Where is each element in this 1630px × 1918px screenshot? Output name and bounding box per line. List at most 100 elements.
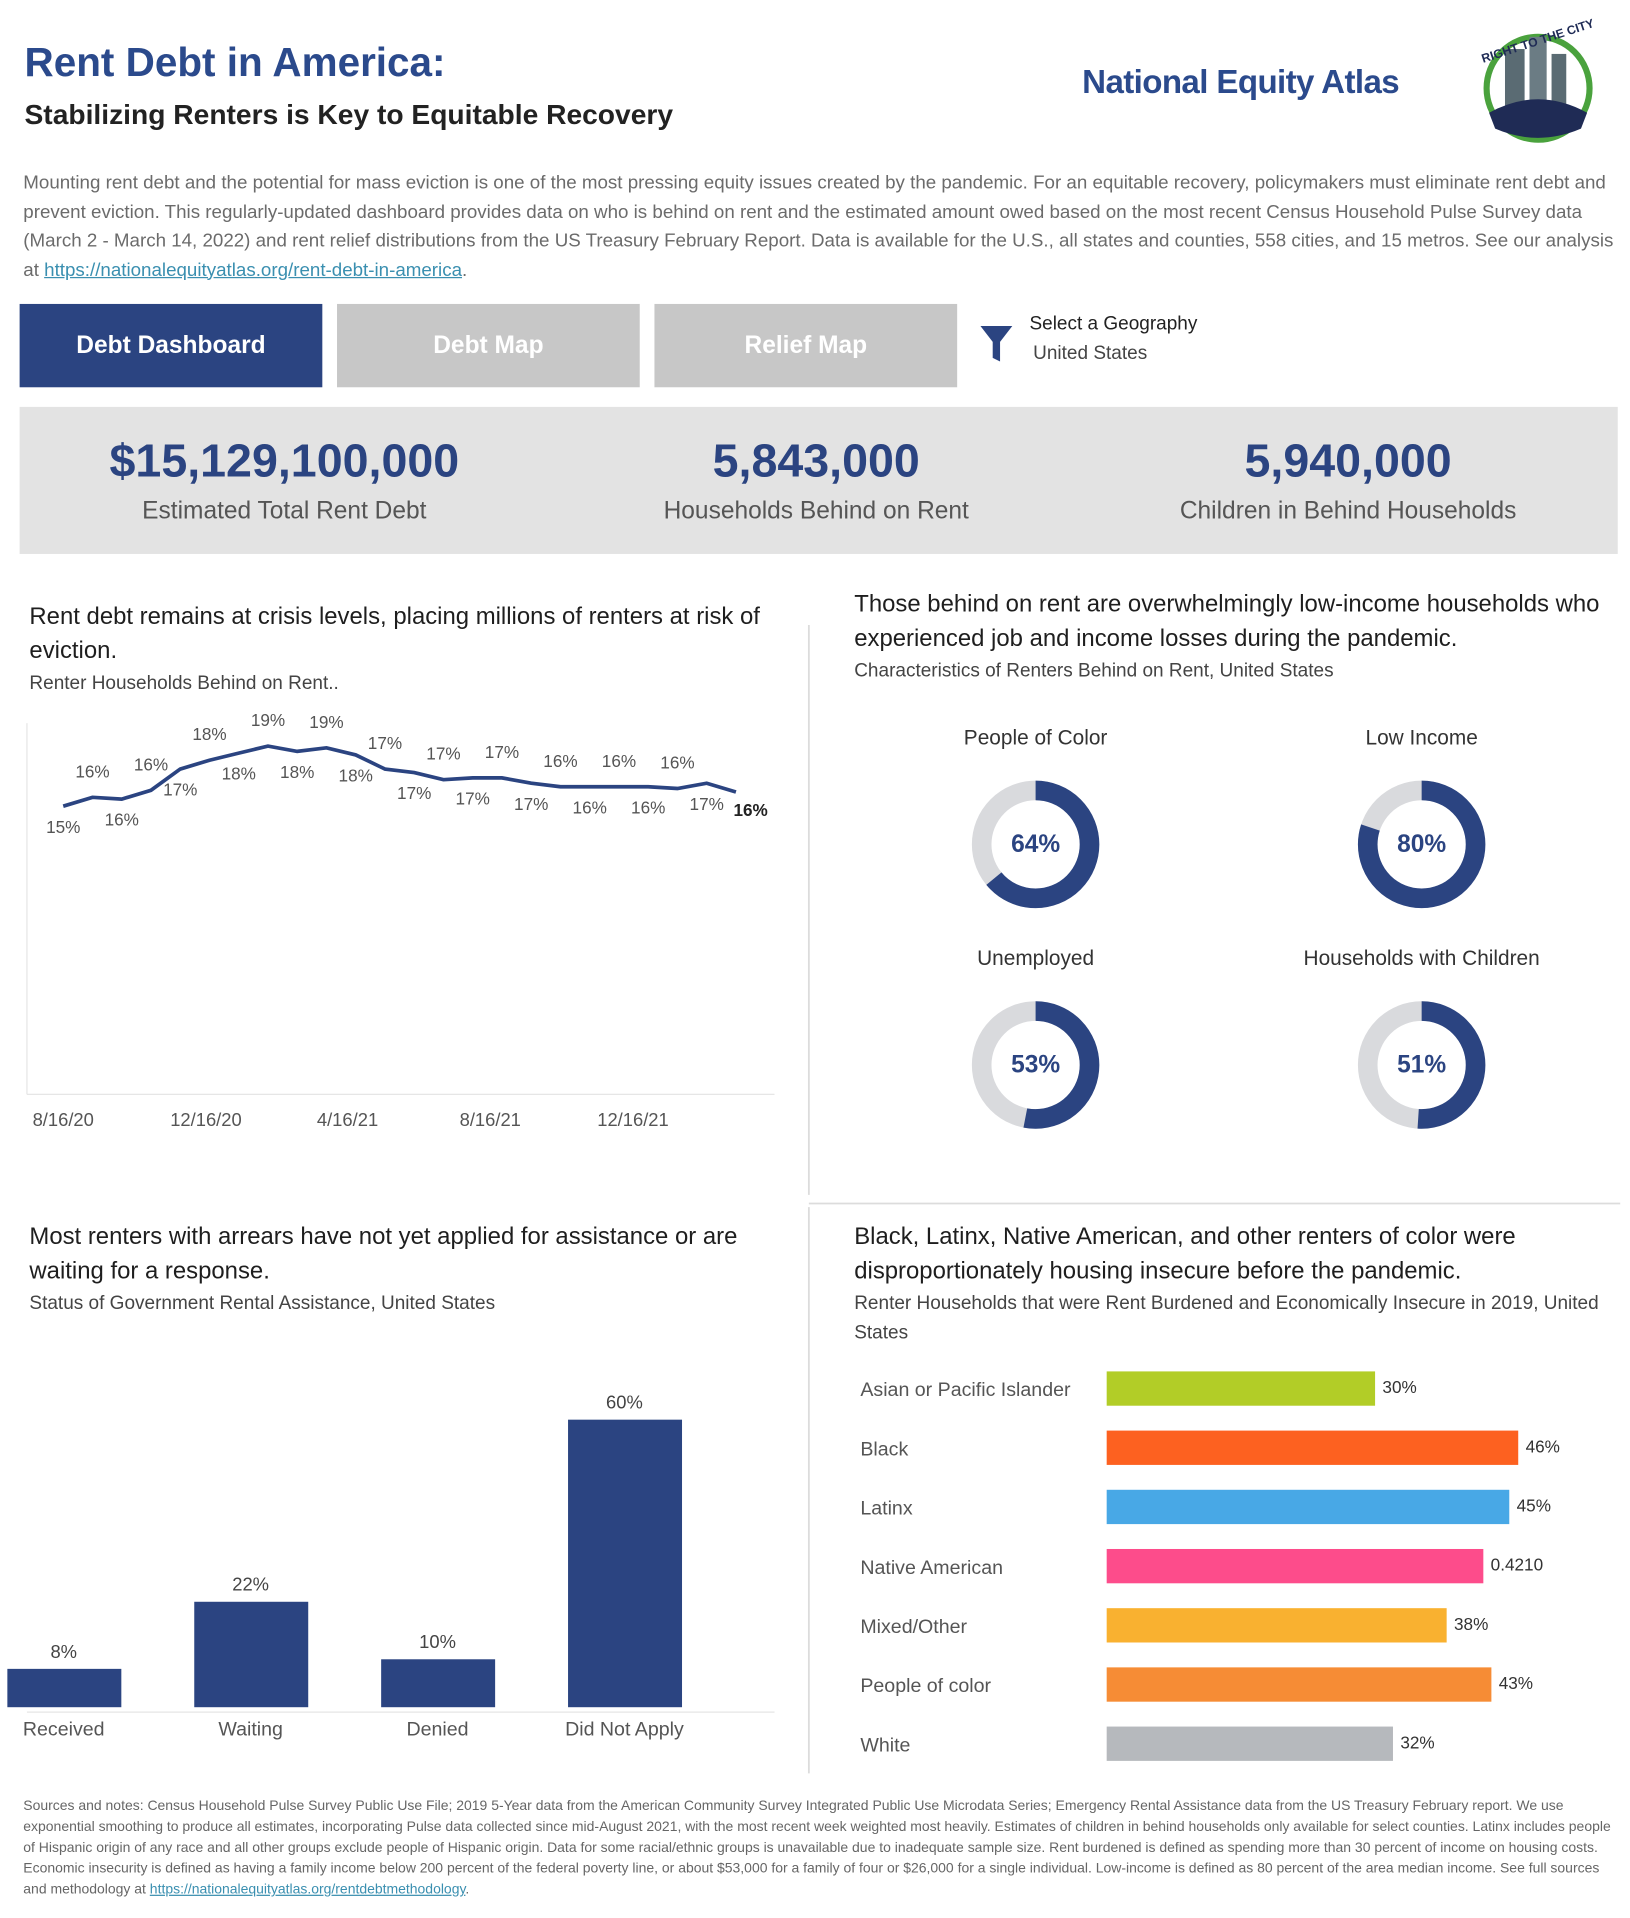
data-label: 38% [1454,1614,1488,1634]
x-tick-label: Received [23,1719,105,1741]
data-label: 17% [426,744,460,764]
bar [1106,1489,1510,1525]
data-label: 16% [733,800,767,820]
filter-value[interactable]: United States [1033,343,1148,364]
kpi-band [19,406,1618,554]
donut-label: People of Color [964,727,1108,750]
donut-value: 64% [1011,831,1060,858]
kpi-value: 5,843,000 [712,436,920,488]
donut-label: Unemployed [977,947,1094,970]
bar [1106,1667,1492,1702]
description-text: Mounting rent debt and the potential for… [23,172,1614,281]
data-label: 30% [1382,1377,1416,1397]
x-tick-label: 12/16/21 [597,1109,669,1130]
link[interactable]: https://nationalequityatlas.org/rentdebt… [149,1882,466,1898]
y-tick-label: People of color [860,1675,991,1697]
data-label: 16% [105,810,139,830]
x-tick-label: Waiting [218,1719,283,1741]
notes-text: Sources and notes: Census Household Puls… [23,1799,1611,1898]
x-tick-label: 8/16/21 [460,1109,521,1130]
data-label: 19% [251,710,285,730]
donut-arc [971,780,1100,909]
notes-end: . [465,1882,470,1898]
donut-label: Low Income [1365,727,1477,750]
data-label: 16% [75,761,109,781]
bar [1106,1608,1447,1643]
data-label: 18% [222,764,256,784]
description-end: . [462,259,468,281]
data-label: 18% [280,762,314,782]
bar [1106,1548,1484,1584]
kpi-value: 5,940,000 [1244,436,1452,488]
bar [1106,1726,1393,1761]
page-title: Rent Debt in America: [24,39,446,85]
bar [1106,1430,1519,1465]
data-label: 16% [543,751,577,771]
data-label: 17% [456,788,490,808]
data-label: 0.4210 [1491,1555,1543,1575]
data-label: 16% [631,797,665,817]
data-label: 16% [602,751,636,771]
data-label: 43% [1499,1673,1533,1693]
bar [7,1668,122,1708]
data-label: 16% [134,754,168,774]
bar [568,1419,683,1708]
y-tick-label: Black [860,1438,908,1460]
data-label: 16% [573,797,607,817]
donut-arc [1357,1001,1486,1129]
bar [1106,1371,1376,1406]
logo: RIGHT TO THE CITY [1480,16,1596,143]
panel-title: Rent debt remains at crisis levels, plac… [29,602,760,665]
x-tick-label: Did Not Apply [565,1719,684,1741]
donut-value: 80% [1397,831,1446,858]
x-tick-label: 12/16/20 [170,1109,242,1130]
data-label: 17% [485,742,519,762]
line [62,744,737,808]
page-subtitle: Stabilizing Renters is Key to Equitable … [24,98,674,130]
bar [194,1601,309,1708]
data-label: 17% [163,780,197,800]
kpi-label: Children in Behind Households [1179,497,1517,525]
filter-label[interactable]: Select a Geography [1029,313,1198,335]
data-label: 60% [606,1392,643,1413]
data-label: 17% [368,733,402,753]
y-tick-label: White [860,1734,910,1756]
notes: Sources and notes: Census Household Puls… [23,1797,1616,1901]
kpi-label: Estimated Total Rent Debt [142,497,427,525]
donut-arc [971,1001,1100,1129]
panel-subtitle: Characteristics of Renters Behind on Ren… [854,660,1334,682]
bar [381,1659,496,1708]
panel-title: Those behind on rent are overwhelmingly … [854,590,1600,652]
data-label: 18% [192,724,226,744]
link[interactable]: https://nationalequityatlas.org/rent-deb… [44,259,463,281]
brand: National Equity Atlas [1082,63,1400,101]
data-label: 17% [397,783,431,803]
tab[interactable]: Relief Map [654,303,958,388]
data-label: 18% [339,766,373,786]
x-tick-label: 4/16/21 [317,1109,378,1130]
tab[interactable]: Debt Dashboard [19,303,323,388]
y-tick-label: Native American [860,1557,1003,1579]
data-label: 45% [1517,1495,1551,1515]
data-label: 17% [690,794,724,814]
panel-subtitle: Status of Government Rental Assistance, … [29,1292,496,1314]
tab[interactable]: Debt Map [337,303,640,388]
x-tick-label: 8/16/20 [33,1109,94,1130]
donut-value: 53% [1011,1052,1060,1079]
data-label: 16% [660,753,694,773]
data-label: 10% [419,1631,456,1652]
data-label: 19% [309,712,343,732]
panel-title: Most renters with arrears have not yet a… [29,1223,738,1285]
data-label: 17% [514,794,548,814]
panel-subtitle: Renter Households Behind on Rent.. [29,672,339,694]
data-label: 46% [1526,1436,1560,1456]
y-tick-label: Asian or Pacific Islander [860,1379,1071,1401]
data-label: 32% [1400,1732,1434,1752]
x-tick-label: Denied [406,1719,468,1741]
panel-title: Black, Latinx, Native American, and othe… [854,1223,1516,1285]
description: Mounting rent debt and the potential for… [23,169,1616,284]
filter-icon [980,325,1013,362]
donut-label: Households with Children [1304,947,1540,970]
